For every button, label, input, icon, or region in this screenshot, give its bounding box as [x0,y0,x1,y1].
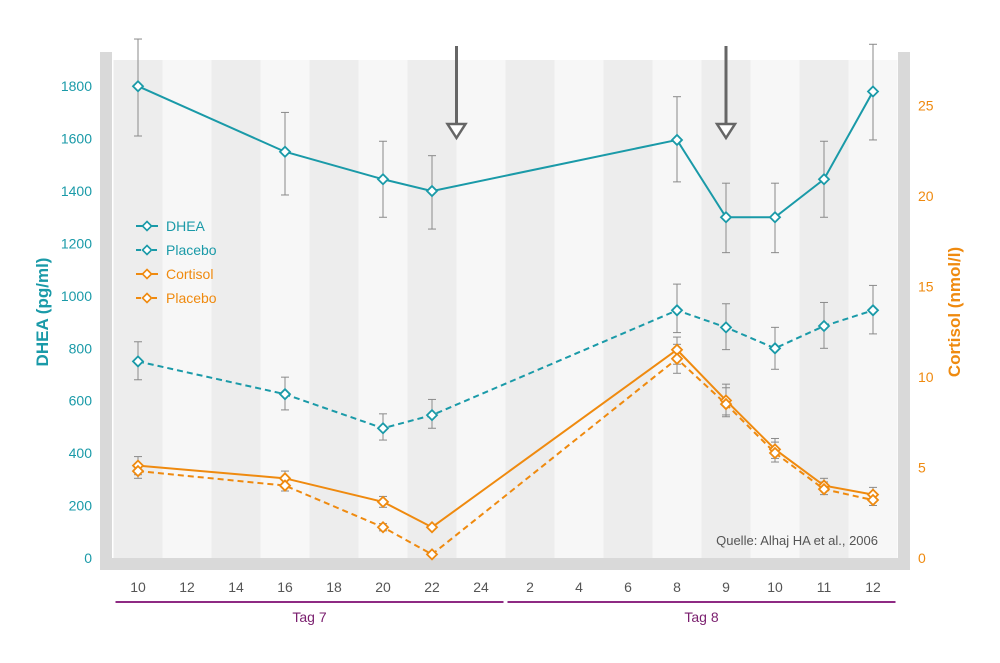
x-groups: Tag 7 Tag 8 [115,601,896,625]
right-axis-bar [898,52,910,558]
legend-swatch-marker [141,268,153,280]
data-point [278,387,292,401]
left-tick-label: 200 [69,498,93,514]
data-point [376,495,390,509]
legend-swatch-marker [141,220,153,232]
bottom-axis-bar [100,558,910,570]
background-band [407,60,457,558]
left-axis-bar [100,52,112,558]
x-tick-label: 16 [277,579,293,595]
x-tick-label: 12 [865,579,881,595]
x-tick-label: 18 [326,579,342,595]
right-tick-label: 10 [918,369,934,385]
data-point [376,520,390,534]
data-point [131,79,145,93]
x-tick-label: 8 [673,579,681,595]
data-point [719,321,733,334]
left-axis-title: DHEA (pg/ml) [33,258,52,367]
x-tick-label: 22 [424,579,440,595]
data-point [817,172,831,186]
x-tick-label: 12 [179,579,195,595]
background-bands [113,60,898,558]
plot-frame [100,52,910,570]
right-axis-ticks: 0 5 10 15 20 25 [918,97,934,566]
data-point [719,397,733,411]
data-point [278,479,292,492]
legend-swatch-marker [141,292,153,304]
arrows [445,46,738,141]
data-point [425,548,439,561]
data-point [719,210,733,224]
x-axis-ticks: 10 12 14 16 18 20 22 24 2 4 6 8 9 10 11 12 [130,579,881,595]
x-tick-label: 20 [375,579,391,595]
left-tick-label: 1800 [61,78,92,94]
data-point [670,304,684,317]
data-point [817,482,831,496]
background-band [358,60,408,558]
data-point [131,355,145,368]
legend-label: Placebo [166,242,217,258]
arrow-head [714,122,738,141]
background-band [309,60,359,558]
x-tick-label: 11 [817,579,832,595]
background-band [505,60,555,558]
legend-label: Cortisol [166,266,213,282]
legend-label: DHEA [166,218,206,234]
left-tick-label: 1000 [61,288,92,304]
left-axis-ticks: 0 200 400 600 800 1000 1200 1400 1600 1800 [61,78,92,566]
data-point [866,85,880,98]
group-label: Tag 7 [292,609,326,625]
background-band [554,60,604,558]
legend-swatch-marker [141,244,153,256]
right-tick-label: 25 [918,97,934,113]
x-tick-label: 24 [473,579,489,595]
data-point [866,304,880,317]
left-tick-label: 800 [69,340,93,356]
source-note: Quelle: Alhaj HA et al., 2006 [716,533,878,548]
data-point [817,319,831,333]
right-tick-label: 20 [918,188,934,204]
left-tick-label: 1400 [61,183,92,199]
arrow-head [445,122,468,141]
left-tick-label: 600 [69,393,93,409]
x-tick-label: 6 [624,579,632,595]
data-point [376,421,390,435]
background-band [456,60,506,558]
legend-label: Placebo [166,290,217,306]
x-tick-label: 10 [130,579,146,595]
background-band [750,60,800,558]
x-tick-label: 9 [722,579,730,595]
data-point [278,145,292,159]
right-tick-label: 15 [918,278,934,294]
x-tick-label: 10 [767,579,783,595]
left-tick-label: 1600 [61,131,92,147]
x-tick-label: 2 [526,579,534,595]
background-band [603,60,653,558]
left-tick-label: 400 [69,445,93,461]
data-point [866,493,880,507]
data-point [425,184,439,198]
data-point [768,446,782,460]
data-point [670,352,684,366]
data-point [768,342,782,355]
data-point [425,520,439,534]
data-point [768,210,782,224]
x-tick-label: 14 [228,579,244,595]
right-axis-title: Cortisol (nmol/l) [945,247,964,377]
right-tick-label: 0 [918,550,926,566]
left-tick-label: 1200 [61,235,92,251]
data-point [376,172,390,186]
data-point [131,464,145,478]
series-markers [131,79,880,561]
group-label: Tag 8 [684,609,718,625]
left-tick-label: 0 [84,550,92,566]
legend: DHEA Placebo Cortisol Placebo [136,218,217,306]
right-tick-label: 5 [918,459,926,475]
x-tick-label: 4 [575,579,583,595]
background-band [162,60,212,558]
data-point [670,133,684,147]
data-point [425,408,439,422]
